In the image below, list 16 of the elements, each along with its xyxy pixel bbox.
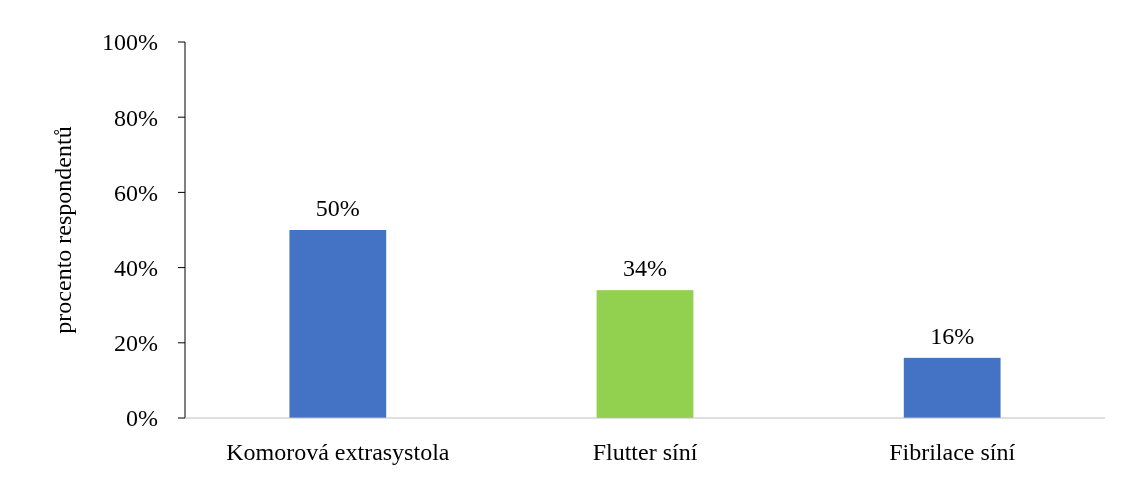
data-label: 50% [315, 195, 360, 221]
x-tick-label: Fibrilace síní [889, 439, 1016, 465]
data-label: 34% [623, 255, 667, 282]
y-tick-label: 60% [114, 179, 158, 206]
y-tick-label: 40% [114, 255, 158, 281]
data-label: 16% [930, 322, 975, 349]
x-tick-label: Flutter síní [592, 439, 698, 465]
y-tick-label: 80% [114, 104, 158, 131]
bar [289, 230, 387, 418]
bar [903, 357, 1001, 418]
y-tick-label: 100% [102, 29, 158, 56]
bar [596, 290, 694, 418]
y-tick-label: 20% [114, 330, 158, 357]
x-tick-label: Komorová extrasystola [226, 439, 450, 465]
y-tick-label: 0% [126, 405, 158, 432]
y-axis-title: procento respondentů [50, 126, 76, 334]
